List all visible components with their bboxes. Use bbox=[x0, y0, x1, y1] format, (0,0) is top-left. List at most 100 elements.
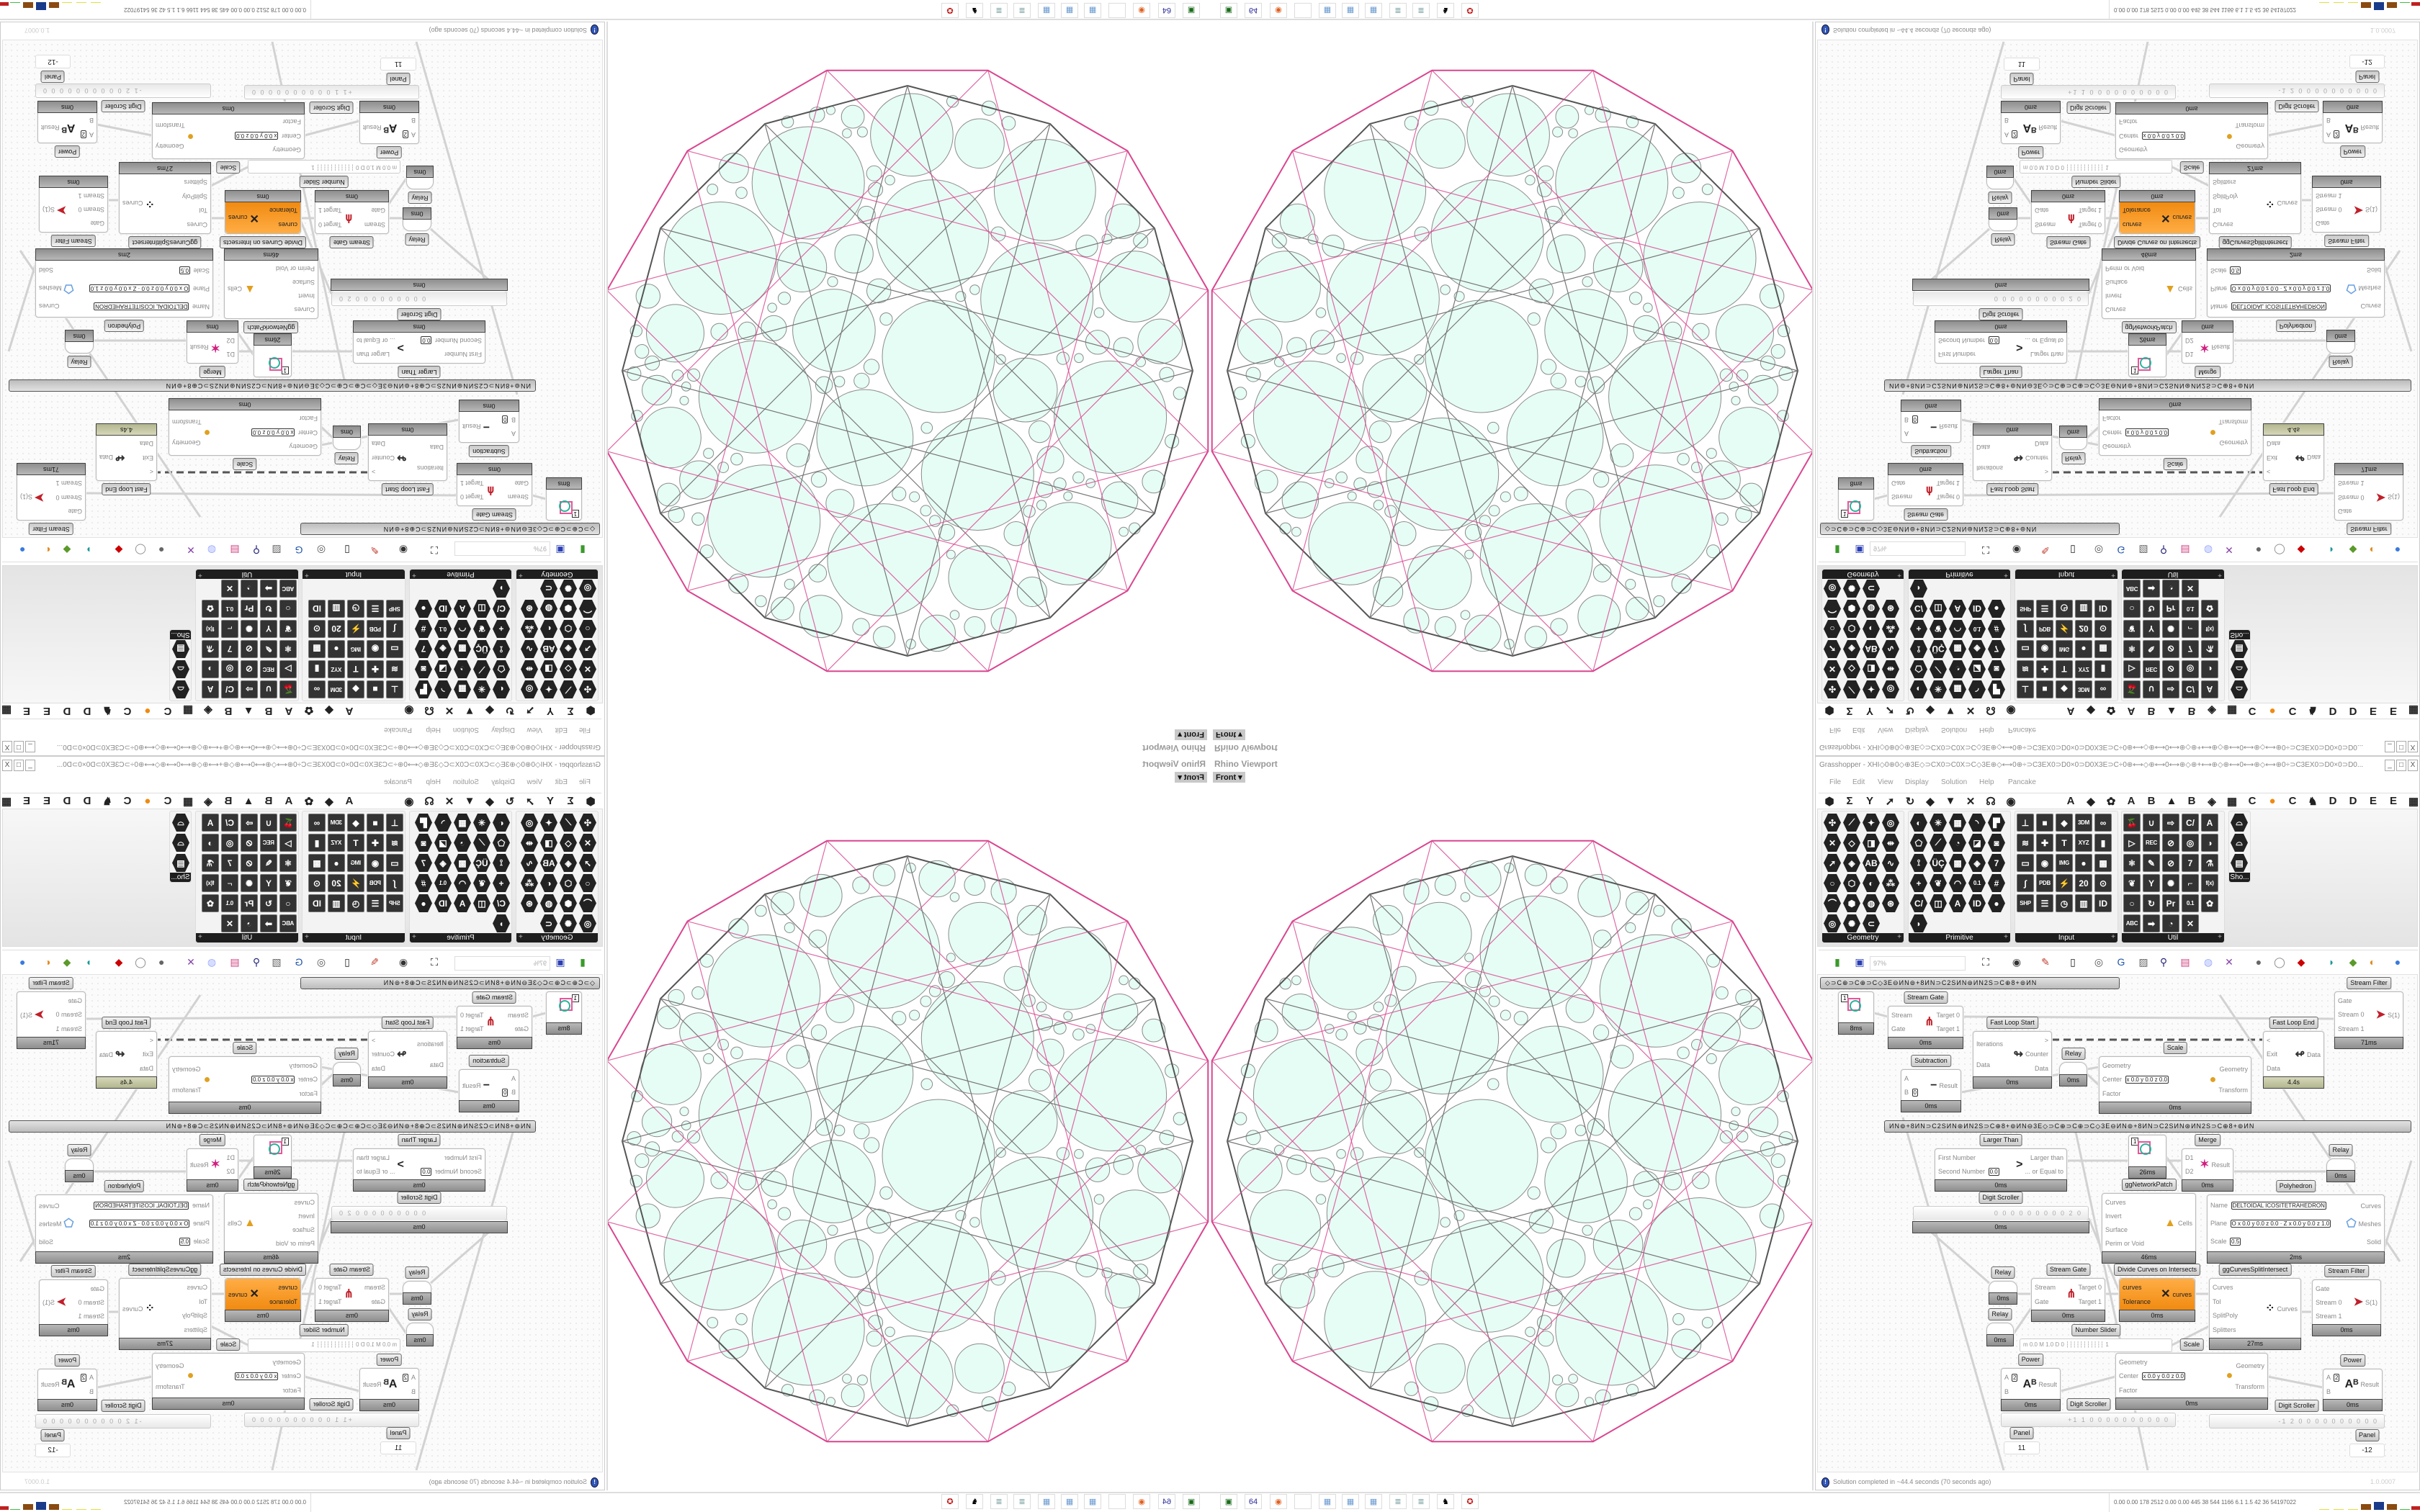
component-icon[interactable]: ID bbox=[1968, 894, 1986, 912]
menu-solution[interactable]: Solution bbox=[452, 726, 479, 734]
node-label[interactable]: Panel bbox=[40, 1429, 66, 1441]
relay[interactable]: 0ms bbox=[65, 330, 94, 354]
input-param[interactable]: Stream bbox=[2035, 221, 2056, 228]
component-icon[interactable]: ▛ bbox=[415, 680, 432, 698]
component-icon[interactable]: ❦ bbox=[279, 874, 297, 892]
taskbar-app-green-icon[interactable]: ▣ bbox=[1183, 3, 1200, 18]
number-slider[interactable]: m 0.0 M 1.0 D 0 ┆┆┆┆┆┆┆┆┆┆┆ 1 bbox=[248, 160, 400, 174]
sphere-gray-icon[interactable]: ● bbox=[2255, 544, 2262, 556]
component-icon[interactable]: ✚ bbox=[2036, 660, 2053, 678]
node-label[interactable]: ggNetworkPatch bbox=[2121, 1179, 2177, 1191]
bake-icon[interactable]: ▯ bbox=[344, 955, 350, 968]
input-param[interactable]: Factor bbox=[2119, 118, 2138, 126]
component-icon[interactable]: ○ bbox=[279, 894, 297, 912]
input-param[interactable]: Data bbox=[2267, 1065, 2281, 1073]
input-param[interactable]: Gate bbox=[1891, 479, 1906, 487]
output-param[interactable]: Geometry bbox=[2236, 143, 2264, 150]
node-label[interactable]: Stream Gate bbox=[2045, 1264, 2091, 1276]
zoom-extents-icon[interactable]: ⛶ bbox=[1982, 955, 1989, 968]
input-param[interactable]: First Number bbox=[444, 351, 482, 359]
component-icon[interactable]: ⊥ bbox=[386, 814, 403, 832]
input-param[interactable]: First Number bbox=[1938, 351, 1976, 359]
component-icon[interactable]: A bbox=[202, 680, 219, 698]
tab-icon[interactable]: E bbox=[23, 795, 31, 807]
taskbar-calculator-icon[interactable]: ▦ bbox=[1342, 1494, 1359, 1509]
relay[interactable]: 0ms bbox=[1989, 207, 2017, 231]
input-param[interactable]: A bbox=[1904, 1074, 1909, 1082]
component-icon[interactable]: T bbox=[2056, 834, 2073, 852]
input-param[interactable]: Stream bbox=[507, 493, 529, 501]
component-icon[interactable]: f(x) bbox=[2201, 874, 2218, 892]
input-value[interactable]: O x 0.0 y 0.0 z 0.0 · Z x 0.0 y 0.0 z 1.… bbox=[89, 1220, 190, 1228]
input-param[interactable]: Gate bbox=[2338, 508, 2352, 516]
component-icon[interactable]: C/ bbox=[221, 814, 238, 832]
input-param[interactable]: Plane O x 0.0 y 0.0 z 0.0 · Z x 0.0 y 0.… bbox=[2210, 1220, 2331, 1228]
package-icon[interactable]: ▤ bbox=[2180, 544, 2190, 557]
panel[interactable]: 11 bbox=[380, 1441, 416, 1454]
menu-edit[interactable]: Edit bbox=[1852, 778, 1865, 786]
output-param[interactable]: > bbox=[2044, 1036, 2048, 1044]
component-icon[interactable]: ⇨ bbox=[2162, 814, 2179, 832]
component-icon[interactable]: ◨ bbox=[540, 660, 557, 678]
component-scale[interactable]: Geometry Center x 0.0 y 0.0 z 0.0 Factor ● G… bbox=[2099, 398, 2251, 456]
component-icon[interactable]: ◑ bbox=[202, 660, 219, 678]
component-icon[interactable]: 0.1 bbox=[221, 894, 238, 912]
component-icon[interactable]: ⌓ bbox=[172, 660, 189, 678]
output-param[interactable]: Meshes bbox=[39, 284, 62, 292]
output-param[interactable]: Target 0 bbox=[2078, 221, 2102, 228]
component-icon[interactable]: ⬠ bbox=[493, 660, 510, 678]
input-param[interactable]: Perim or Void bbox=[275, 264, 315, 272]
node-label[interactable]: Relay bbox=[2061, 1048, 2086, 1060]
menu-view[interactable]: View bbox=[1878, 778, 1894, 786]
node-label[interactable]: Polyhedron bbox=[2275, 320, 2316, 332]
input-param[interactable]: Surface bbox=[292, 278, 315, 286]
input-param[interactable]: Curves bbox=[2105, 306, 2126, 314]
input-param[interactable]: D2 bbox=[2185, 1168, 2194, 1176]
node-label[interactable]: Digit Scroller bbox=[397, 308, 442, 320]
output-param[interactable]: Meshes bbox=[2358, 284, 2381, 292]
output-param[interactable]: Counter bbox=[2025, 454, 2048, 462]
node-label[interactable]: Fast Loop Start bbox=[1986, 483, 2038, 495]
component-icon[interactable]: ⬠ bbox=[1910, 834, 1927, 852]
component-icon[interactable]: ◝ bbox=[434, 680, 452, 698]
red-gem-icon[interactable]: ◆ bbox=[2297, 544, 2305, 557]
component-icon[interactable]: ⟟ bbox=[1910, 854, 1927, 872]
digit-scroller[interactable]: -1 2 0 0 0 0 0 0 0 0 0 0 bbox=[2209, 84, 2385, 98]
input-param[interactable]: Gate bbox=[68, 508, 82, 516]
component-icon[interactable]: ◑ bbox=[2201, 834, 2218, 852]
input-value[interactable]: x 0.0 y 0.0 z 0.0 bbox=[251, 428, 295, 437]
component-divide-curves-on-intersects[interactable]: curves Tolerance ✕ curves 0ms bbox=[225, 190, 301, 234]
output-param[interactable]: Target 1 bbox=[460, 479, 484, 487]
component-icon[interactable]: ID bbox=[308, 894, 326, 912]
component-icon[interactable]: ▦ bbox=[1949, 814, 1966, 832]
component-fast-loop-end[interactable]: < Exit Data ↫ Data 4.4s bbox=[96, 423, 157, 481]
component-icon[interactable]: XYZ bbox=[2075, 660, 2092, 678]
input-param[interactable]: Perim or Void bbox=[275, 1240, 315, 1248]
circle-param[interactable]: 1 26ms bbox=[254, 333, 292, 377]
input-param[interactable]: Second Number 0.0 bbox=[1938, 1167, 1999, 1176]
input-param[interactable]: Center x 0.0 y 0.0 z 0.0 bbox=[251, 1075, 318, 1084]
taskbar-firefox-icon[interactable]: ◉ bbox=[1133, 3, 1150, 18]
input-param[interactable]: Stream 1 bbox=[2338, 479, 2365, 487]
component-ggcurvessplitintersect[interactable]: Curves Tol SplitPoly Splitters ⁘ Curves 27ms bbox=[119, 162, 211, 234]
panel-label[interactable]: Util + bbox=[196, 933, 298, 942]
taskbar-blank-icon[interactable] bbox=[1294, 3, 1312, 18]
component-icon[interactable]: ◔ bbox=[241, 914, 258, 932]
output-param[interactable]: Target 1 bbox=[460, 1025, 484, 1033]
tab-icon[interactable]: C bbox=[123, 705, 132, 717]
menu-help[interactable]: Help bbox=[1979, 778, 1994, 786]
tab-icon[interactable]: ➚ bbox=[1885, 796, 1895, 808]
component-larger-than[interactable]: First Number Second Number 0.0 > Larger tha… bbox=[353, 1148, 485, 1192]
circle-param[interactable]: 1 26ms bbox=[254, 1135, 292, 1179]
component-icon[interactable]: Pr bbox=[241, 894, 258, 912]
node-label[interactable]: Digit Scroller bbox=[101, 1400, 145, 1412]
component-icon[interactable]: PDB bbox=[2036, 874, 2053, 892]
component-icon[interactable]: ✕ bbox=[1824, 834, 1841, 852]
component-icon[interactable]: ∪ bbox=[260, 814, 277, 832]
component-icon[interactable]: A bbox=[1949, 600, 1966, 618]
green-icon[interactable]: ◆ bbox=[2349, 544, 2357, 557]
component-icon[interactable]: Y bbox=[260, 620, 277, 638]
component-icon[interactable]: C/ bbox=[1910, 894, 1927, 912]
panel-label[interactable]: Primitive + bbox=[410, 933, 511, 942]
component-icon[interactable]: ∿ bbox=[1882, 640, 1899, 658]
